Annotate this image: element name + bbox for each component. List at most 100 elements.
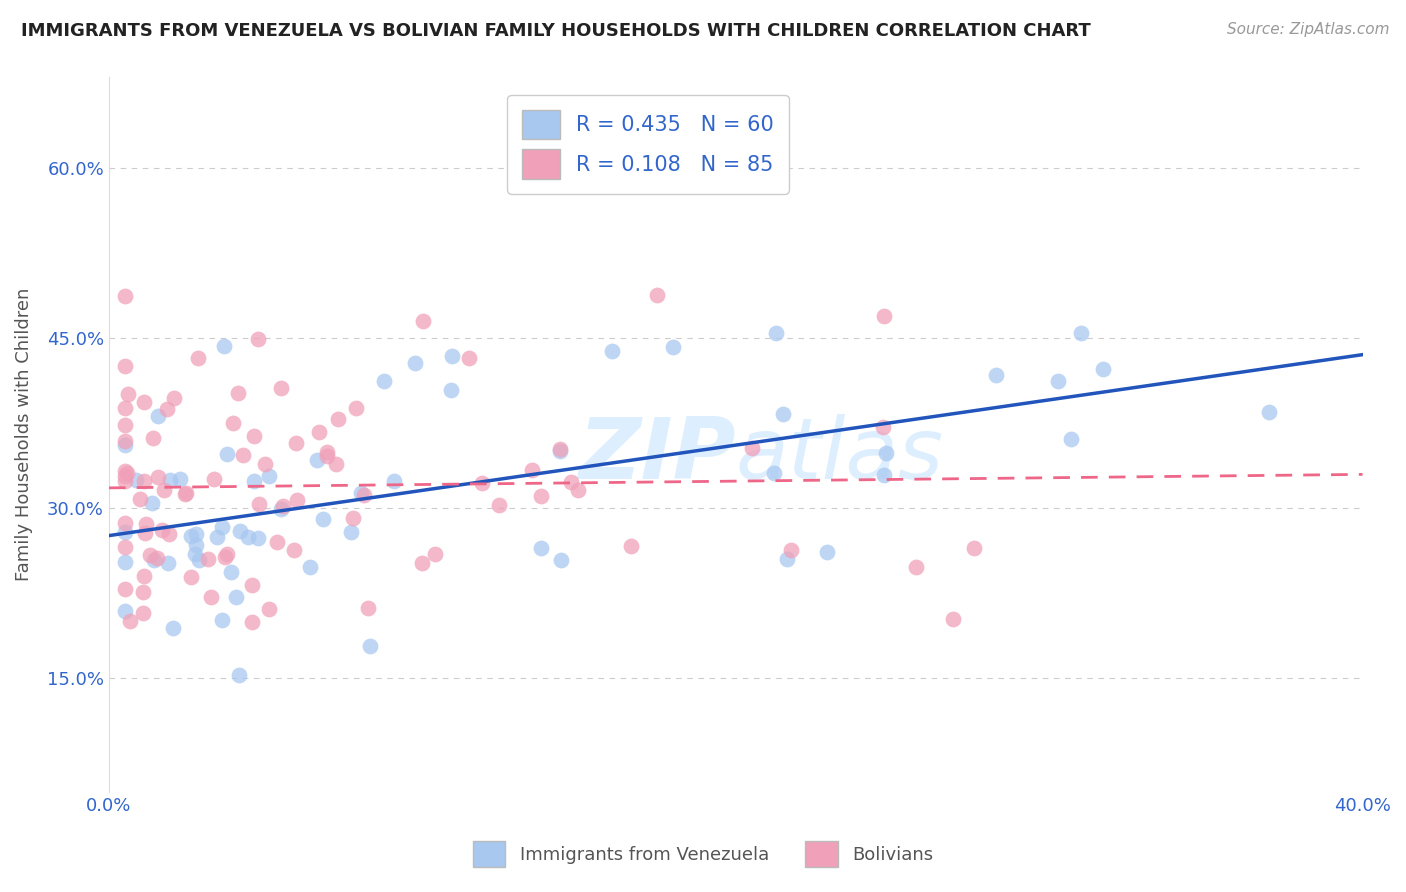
- Point: [765, 326, 787, 340]
- Point: [1091, 361, 1114, 376]
- Point: [143, 552, 166, 566]
- Point: [135, 516, 157, 531]
- Point: [266, 535, 288, 549]
- Point: [153, 483, 176, 497]
- Point: [560, 475, 582, 490]
- Point: [173, 487, 195, 501]
- Point: [285, 436, 308, 450]
- Point: [873, 310, 896, 324]
- Point: [114, 289, 136, 303]
- Point: [163, 391, 186, 405]
- Point: [114, 582, 136, 597]
- Point: [217, 447, 239, 461]
- Point: [226, 385, 249, 400]
- Point: [134, 526, 156, 541]
- Point: [228, 667, 250, 681]
- Point: [240, 615, 263, 629]
- Point: [134, 474, 156, 488]
- Legend: Immigrants from Venezuela, Bolivians: Immigrants from Venezuela, Bolivians: [465, 834, 941, 874]
- Point: [169, 472, 191, 486]
- Point: [156, 556, 179, 570]
- Point: [1046, 374, 1069, 388]
- Point: [567, 483, 589, 497]
- Point: [548, 442, 571, 456]
- Point: [342, 511, 364, 525]
- Point: [530, 489, 553, 503]
- Point: [1060, 433, 1083, 447]
- Point: [404, 356, 426, 370]
- Point: [114, 474, 136, 488]
- Point: [762, 467, 785, 481]
- Point: [125, 473, 148, 487]
- Point: [620, 539, 643, 553]
- Point: [132, 584, 155, 599]
- Point: [184, 527, 207, 541]
- Point: [114, 524, 136, 539]
- Point: [142, 431, 165, 445]
- Point: [1070, 326, 1092, 340]
- Point: [214, 339, 236, 353]
- Point: [529, 541, 551, 556]
- Point: [305, 453, 328, 467]
- Point: [159, 473, 181, 487]
- Point: [350, 486, 373, 500]
- Point: [215, 547, 238, 561]
- Point: [411, 556, 433, 570]
- Y-axis label: Family Households with Children: Family Households with Children: [15, 288, 32, 582]
- Point: [132, 395, 155, 409]
- Point: [187, 351, 209, 366]
- Point: [815, 545, 838, 559]
- Point: [114, 418, 136, 433]
- Point: [872, 420, 894, 434]
- Point: [271, 500, 294, 514]
- Point: [128, 491, 150, 506]
- Point: [232, 448, 254, 462]
- Text: atlas: atlas: [735, 415, 943, 498]
- Text: Source: ZipAtlas.com: Source: ZipAtlas.com: [1226, 22, 1389, 37]
- Point: [270, 501, 292, 516]
- Point: [141, 496, 163, 510]
- Point: [214, 549, 236, 564]
- Point: [315, 445, 337, 459]
- Point: [118, 614, 141, 628]
- Point: [200, 590, 222, 604]
- Point: [211, 520, 233, 534]
- Point: [357, 601, 380, 615]
- Point: [254, 457, 277, 471]
- Point: [132, 606, 155, 620]
- Point: [156, 402, 179, 417]
- Point: [162, 621, 184, 635]
- Point: [188, 552, 211, 566]
- Point: [600, 343, 623, 358]
- Point: [963, 541, 986, 555]
- Point: [246, 332, 269, 346]
- Point: [328, 411, 350, 425]
- Point: [312, 512, 335, 526]
- Point: [146, 469, 169, 483]
- Point: [440, 383, 463, 397]
- Point: [114, 556, 136, 570]
- Point: [114, 516, 136, 530]
- Point: [225, 591, 247, 605]
- Point: [114, 540, 136, 554]
- Point: [780, 543, 803, 558]
- Point: [661, 340, 683, 354]
- Point: [114, 468, 136, 483]
- Point: [117, 387, 139, 401]
- Point: [316, 449, 339, 463]
- Text: ZIP: ZIP: [578, 415, 735, 498]
- Point: [146, 409, 169, 423]
- Point: [550, 553, 572, 567]
- Point: [645, 288, 668, 302]
- Point: [344, 401, 367, 416]
- Point: [904, 560, 927, 574]
- Point: [741, 441, 763, 455]
- Point: [180, 529, 202, 543]
- Legend: R = 0.435   N = 60, R = 0.108   N = 85: R = 0.435 N = 60, R = 0.108 N = 85: [508, 95, 789, 194]
- Point: [1257, 405, 1279, 419]
- Point: [238, 530, 260, 544]
- Point: [114, 359, 136, 374]
- Point: [114, 464, 136, 478]
- Point: [138, 548, 160, 562]
- Point: [114, 434, 136, 448]
